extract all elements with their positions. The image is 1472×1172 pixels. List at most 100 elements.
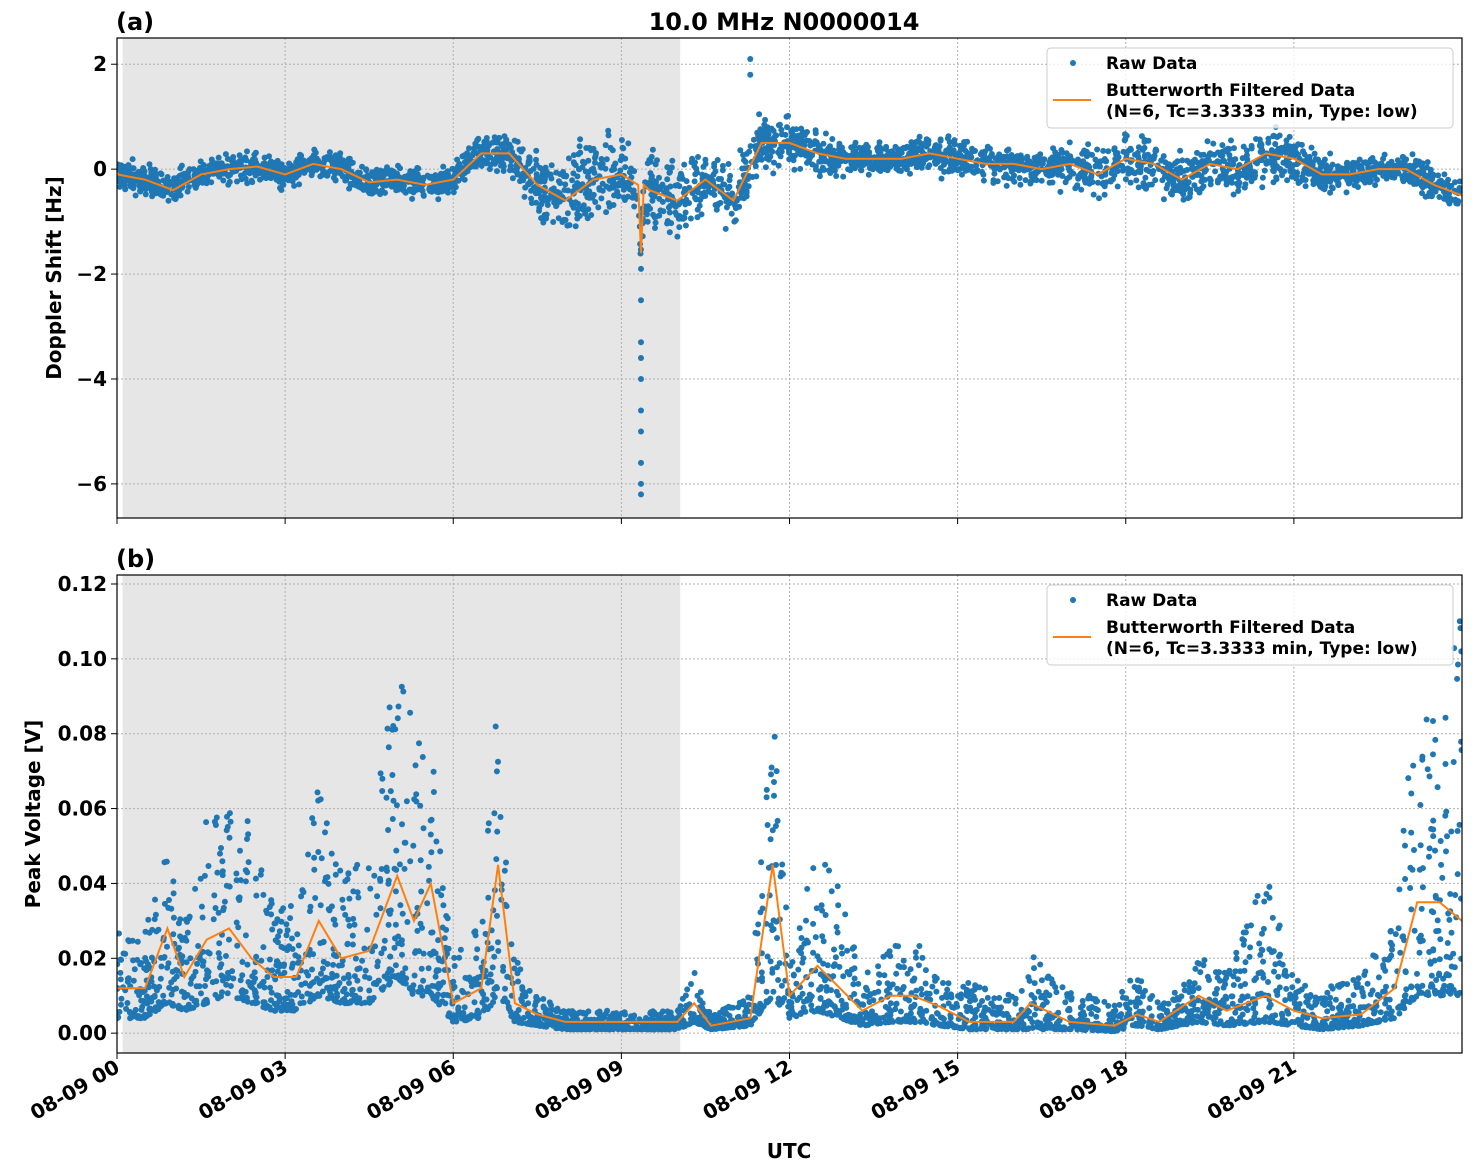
raw-point [580,206,587,213]
raw-point [1406,162,1413,169]
raw-point [569,177,576,184]
raw-point [1236,179,1243,186]
raw-point [177,192,184,199]
raw-point [610,163,617,170]
y-tick-label: 0.10 [58,647,107,671]
raw-point [786,147,792,154]
raw-point [319,965,326,972]
raw-point [1174,158,1181,165]
raw-point [719,162,726,169]
raw-point [291,182,298,189]
raw-point [266,956,273,963]
raw-point [616,179,623,186]
raw-point [491,134,498,141]
raw-point [298,993,305,1000]
raw-point [515,978,522,985]
raw-point [1390,170,1397,177]
raw-point [1435,172,1442,179]
raw-point [1206,175,1213,182]
raw-point [1350,992,1357,998]
x-tick-label: 08-09 18 [1035,1055,1133,1125]
raw-point [729,190,736,197]
raw-point [227,818,234,825]
raw-point [1272,961,1279,968]
raw-point [1277,951,1283,958]
raw-point [602,165,609,172]
raw-point [1127,977,1134,984]
raw-point [1055,151,1062,158]
raw-point [1426,845,1433,852]
raw-point [667,168,673,175]
raw-point [324,874,331,881]
raw-point [732,217,739,224]
raw-point [1030,954,1037,961]
raw-point [163,178,170,185]
raw-point [931,158,938,165]
raw-point [858,162,865,169]
raw-point [1088,1010,1095,1017]
raw-point [1436,956,1443,963]
raw-point [280,905,287,912]
raw-point [926,162,933,169]
raw-point [1280,159,1287,166]
raw-point [1428,193,1435,199]
raw-point [134,170,140,177]
raw-point [521,193,528,200]
raw-point [768,771,774,778]
raw-point [307,166,314,173]
raw-point [564,210,571,217]
raw-point [346,980,352,986]
raw-point [844,947,851,954]
raw-point [117,961,121,968]
raw-point [533,190,539,197]
raw-point [1293,175,1299,182]
raw-point [343,158,350,165]
raw-point [307,903,314,910]
raw-point [1158,157,1165,164]
raw-point [1028,178,1035,185]
raw-point [1327,189,1334,196]
raw-point [1193,186,1200,193]
raw-point [1396,1010,1403,1017]
raw-point [747,143,754,150]
raw-point [1011,178,1018,185]
raw-point [1133,177,1140,184]
raw-point [419,754,426,760]
raw-point [1419,190,1425,197]
y-tick-label: 0.02 [58,946,107,970]
raw-point [856,144,863,151]
raw-point [1227,156,1233,163]
raw-point [1105,148,1112,155]
raw-point [1302,183,1309,190]
raw-point [400,182,407,189]
raw-point [1381,988,1388,995]
raw-point [244,148,250,155]
raw-point [1249,174,1256,181]
raw-point [1111,172,1118,179]
raw-point [830,973,837,980]
raw-point [122,163,129,170]
raw-point [808,993,815,1000]
raw-point [158,171,165,178]
raw-point [1287,143,1294,150]
raw-point [783,904,790,911]
raw-point [1152,177,1159,184]
raw-point [702,182,709,189]
raw-point [1228,137,1234,144]
raw-point [1242,181,1249,188]
raw-point [838,944,845,951]
raw-point [1364,172,1371,179]
raw-point [759,893,766,899]
raw-point [495,948,502,954]
raw-point [957,142,964,149]
raw-point [994,178,1001,185]
raw-point [570,204,577,210]
raw-point [1038,977,1045,984]
raw-point [572,199,579,206]
raw-point [1192,965,1199,972]
raw-point [378,985,385,992]
raw-point [1003,182,1010,189]
raw-point [726,177,733,184]
raw-point [336,155,343,162]
raw-point [198,903,205,910]
